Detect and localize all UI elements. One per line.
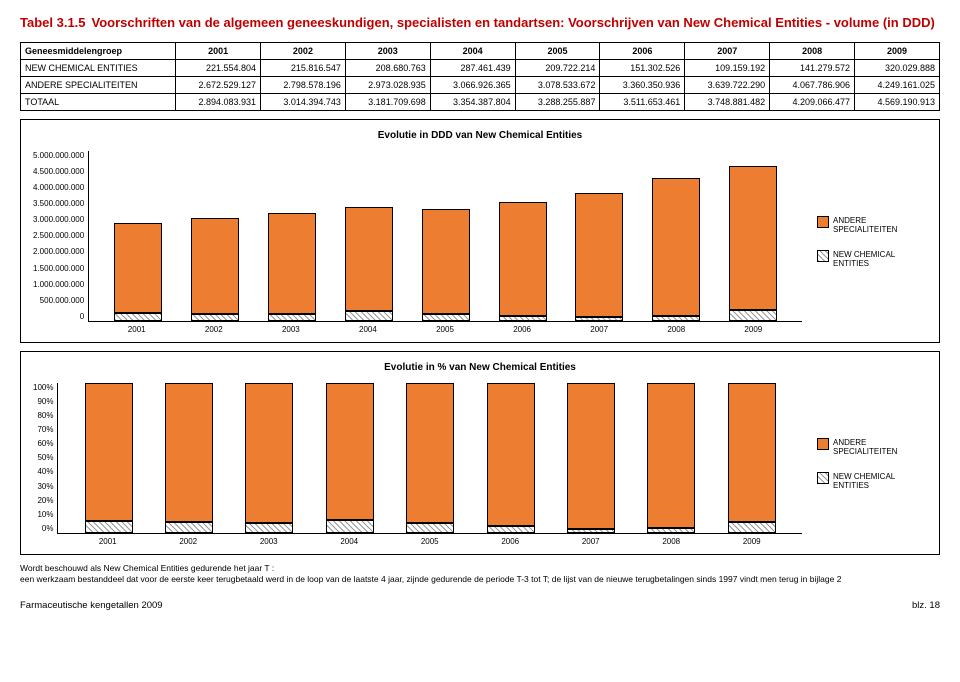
cell: 3.066.926.365 [430,76,515,93]
bar [245,383,293,533]
cell: 4.067.786.906 [770,76,855,93]
cell: 3.511.653.461 [600,93,685,110]
row-label: NEW CHEMICAL ENTITIES [21,59,176,76]
bar [114,151,162,321]
cell: 3.354.387.804 [430,93,515,110]
bar [728,383,776,533]
chart-title: Evolutie in % van New Chemical Entities [33,362,927,373]
col-header: 2006 [600,42,685,59]
cell: 208.680.763 [345,59,430,76]
legend-nce: NEW CHEMICAL ENTITIES [817,250,927,268]
bar [165,383,213,533]
cell: 3.288.255.887 [515,93,600,110]
cell: 3.014.394.743 [261,93,346,110]
col-header: 2002 [261,42,346,59]
cell: 3.078.533.672 [515,76,600,93]
col-header: 2005 [515,42,600,59]
legend-nce: NEW CHEMICAL ENTITIES [817,472,927,490]
bar [729,151,777,321]
cell: 109.159.192 [685,59,770,76]
bar [191,151,239,321]
bar [406,383,454,533]
cell: 2.973.028.935 [345,76,430,93]
footer-left: Farmaceutische kengetallen 2009 [20,600,163,611]
table-row: ANDERE SPECIALITEITEN2.672.529.1272.798.… [21,76,940,93]
bar [268,151,316,321]
page-title: Tabel 3.1.5 Voorschriften van de algemee… [20,15,940,32]
bar [345,151,393,321]
x-axis: 200120022003200420052006200720082009 [57,534,802,546]
row-label: TOTAAL [21,93,176,110]
y-axis: 100%90%80%70%60%50%40%30%20%10%0% [33,383,57,533]
bar [575,151,623,321]
x-axis: 200120022003200420052006200720082009 [88,322,802,334]
cell: 287.461.439 [430,59,515,76]
col-header: 2009 [855,42,940,59]
cell: 2.672.529.127 [176,76,261,93]
plot-area [88,151,802,322]
data-table: Geneesmiddelengroep200120022003200420052… [20,42,940,111]
bar [647,383,695,533]
page-footer: Farmaceutische kengetallen 2009 blz. 18 [20,600,940,611]
legend: ANDERE SPECIALITEITEN NEW CHEMICAL ENTIT… [802,151,927,334]
bar [326,383,374,533]
footer-right: blz. 18 [912,600,940,611]
legend-andere: ANDERE SPECIALITEITEN [817,216,927,234]
y-axis: 5.000.000.0004.500.000.0004.000.000.0003… [33,151,88,321]
table-title: Voorschriften van de algemeen geneeskund… [92,15,935,32]
cell: 221.554.804 [176,59,261,76]
legend: ANDERE SPECIALITEITEN NEW CHEMICAL ENTIT… [802,383,927,546]
col-header: Geneesmiddelengroep [21,42,176,59]
bar [499,151,547,321]
table-number: Tabel 3.1.5 [20,15,86,30]
cell: 2.894.083.931 [176,93,261,110]
cell: 215.816.547 [261,59,346,76]
col-header: 2003 [345,42,430,59]
table-row: TOTAAL2.894.083.9313.014.394.7433.181.70… [21,93,940,110]
table-row: NEW CHEMICAL ENTITIES221.554.804215.816.… [21,59,940,76]
bar [567,383,615,533]
bar [85,383,133,533]
cell: 3.748.881.482 [685,93,770,110]
cell: 4.569.190.913 [855,93,940,110]
plot-area [57,383,802,534]
cell: 209.722.214 [515,59,600,76]
footnote: Wordt beschouwd als New Chemical Entitie… [20,563,940,585]
bar [487,383,535,533]
bar [422,151,470,321]
row-label: ANDERE SPECIALITEITEN [21,76,176,93]
chart-title: Evolutie in DDD van New Chemical Entitie… [33,130,927,141]
footnote-line: een werkzaam bestanddeel dat voor de eer… [20,574,940,585]
cell: 151.302.526 [600,59,685,76]
cell: 3.181.709.698 [345,93,430,110]
col-header: 2004 [430,42,515,59]
col-header: 2008 [770,42,855,59]
bar [652,151,700,321]
cell: 2.798.578.196 [261,76,346,93]
chart-percent: Evolutie in % van New Chemical Entities … [20,351,940,555]
chart-ddd: Evolutie in DDD van New Chemical Entitie… [20,119,940,343]
cell: 4.209.066.477 [770,93,855,110]
cell: 3.639.722.290 [685,76,770,93]
legend-andere: ANDERE SPECIALITEITEN [817,438,927,456]
col-header: 2001 [176,42,261,59]
cell: 4.249.161.025 [855,76,940,93]
cell: 320.029.888 [855,59,940,76]
cell: 3.360.350.936 [600,76,685,93]
col-header: 2007 [685,42,770,59]
cell: 141.279.572 [770,59,855,76]
footnote-line: Wordt beschouwd als New Chemical Entitie… [20,563,940,574]
